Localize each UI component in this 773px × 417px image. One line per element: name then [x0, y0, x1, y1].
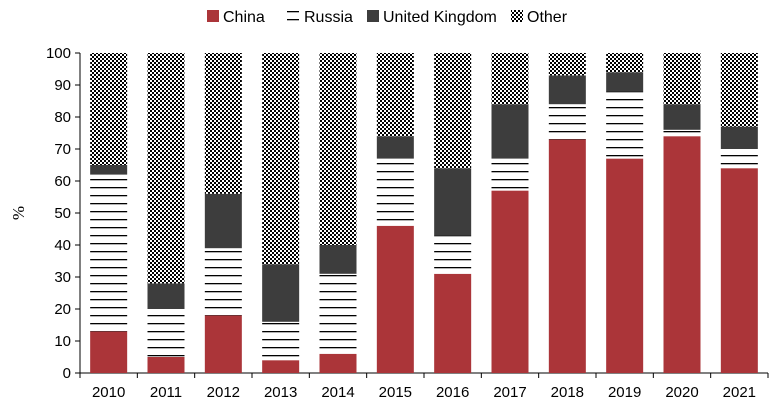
bar-other-2021 — [720, 53, 758, 127]
legend-item-other: Other — [511, 9, 568, 26]
bar-china-2018 — [548, 139, 586, 373]
bar-russia-2010 — [90, 174, 128, 332]
bar-china-2011 — [147, 357, 185, 373]
bar-united-kingdom-2010 — [90, 165, 128, 175]
bar-russia-2017 — [491, 158, 529, 191]
legend-item-russia: Russia — [287, 9, 353, 26]
bar-china-2010 — [90, 331, 128, 373]
bar-russia-2018 — [548, 104, 586, 140]
bar-other-2010 — [90, 53, 128, 165]
y-axis-label: % — [9, 206, 28, 220]
x-tick-label: 2018 — [551, 384, 584, 401]
bar-russia-2012 — [204, 248, 242, 316]
bar-other-2017 — [491, 53, 529, 105]
bar-russia-2015 — [376, 158, 414, 226]
legend-label-other: Other — [527, 9, 568, 26]
y-tick-label: 0 — [63, 365, 71, 382]
bar-united-kingdom-2020 — [663, 104, 701, 130]
y-tick-label: 10 — [54, 333, 71, 350]
x-tick-label: 2013 — [264, 384, 297, 401]
bar-other-2015 — [376, 53, 414, 137]
x-tick-label: 2017 — [493, 384, 526, 401]
bar-other-2011 — [147, 53, 185, 284]
bar-other-2018 — [548, 53, 586, 76]
y-tick-label: 100 — [46, 45, 71, 62]
bar-china-2014 — [319, 353, 357, 373]
legend-swatch-united-kingdom — [367, 10, 379, 22]
x-tick-label: 2021 — [723, 384, 756, 401]
bar-united-kingdom-2017 — [491, 104, 529, 159]
bar-united-kingdom-2011 — [147, 283, 185, 309]
x-tick-labels: 2010 2011 2012 2013 2014 2015 2016 2017 2018 2019… — [92, 384, 756, 401]
legend: China Russia United Kingdom Other — [207, 9, 568, 26]
legend-label-united-kingdom: United Kingdom — [383, 9, 497, 26]
legend-item-china: China — [207, 9, 265, 26]
bar-russia-2013 — [262, 321, 300, 361]
y-tick-label: 60 — [54, 173, 71, 190]
bar-china-2012 — [204, 315, 242, 373]
bar-united-kingdom-2013 — [262, 264, 300, 322]
legend-item-united-kingdom: United Kingdom — [367, 9, 497, 26]
bar-other-2013 — [262, 53, 300, 265]
bar-russia-2014 — [319, 273, 357, 354]
bar-china-2015 — [376, 225, 414, 373]
x-tick-label: 2014 — [321, 384, 354, 401]
bar-china-2020 — [663, 136, 701, 373]
bar-russia-2021 — [720, 149, 758, 169]
x-tick-label: 2016 — [436, 384, 469, 401]
bar-china-2013 — [262, 360, 300, 373]
bar-united-kingdom-2016 — [434, 168, 472, 236]
bars — [90, 53, 758, 373]
legend-label-russia: Russia — [304, 9, 353, 26]
bar-russia-2011 — [147, 309, 185, 357]
x-tick-label: 2020 — [665, 384, 698, 401]
x-tick-label: 2012 — [207, 384, 240, 401]
bar-other-2016 — [434, 53, 472, 169]
bar-united-kingdom-2014 — [319, 245, 357, 274]
y-tick-label: 20 — [54, 301, 71, 318]
y-tick-label: 70 — [54, 141, 71, 158]
y-tick-label: 30 — [54, 269, 71, 286]
bar-united-kingdom-2015 — [376, 136, 414, 159]
bar-china-2019 — [606, 158, 644, 373]
bar-other-2020 — [663, 53, 701, 105]
x-tick-label: 2011 — [150, 384, 182, 401]
bar-china-2017 — [491, 190, 529, 373]
bar-other-2014 — [319, 53, 357, 245]
y-tick-label: 90 — [54, 77, 71, 94]
bar-russia-2016 — [434, 235, 472, 274]
legend-label-china: China — [223, 9, 265, 26]
x-tick-label: 2010 — [92, 384, 125, 401]
bar-united-kingdom-2012 — [204, 193, 242, 249]
bar-united-kingdom-2018 — [548, 75, 586, 105]
bar-russia-2020 — [663, 129, 701, 137]
bar-other-2012 — [204, 53, 242, 194]
x-tick-label: 2019 — [608, 384, 641, 401]
y-tick-label: 40 — [54, 237, 71, 254]
bar-other-2019 — [606, 53, 644, 73]
bar-china-2021 — [720, 168, 758, 373]
legend-swatch-russia — [287, 10, 299, 22]
x-tick-label: 2015 — [379, 384, 412, 401]
legend-swatch-other — [511, 10, 523, 22]
bar-china-2016 — [434, 273, 472, 373]
bar-united-kingdom-2019 — [606, 72, 644, 92]
y-tick-label: 80 — [54, 109, 71, 126]
bar-united-kingdom-2021 — [720, 126, 758, 149]
legend-swatch-china — [207, 10, 219, 22]
y-tick-label: 50 — [54, 205, 71, 222]
axes: 0 10 20 30 40 50 60 70 80 90 100 — [46, 45, 769, 382]
bar-russia-2019 — [606, 91, 644, 159]
